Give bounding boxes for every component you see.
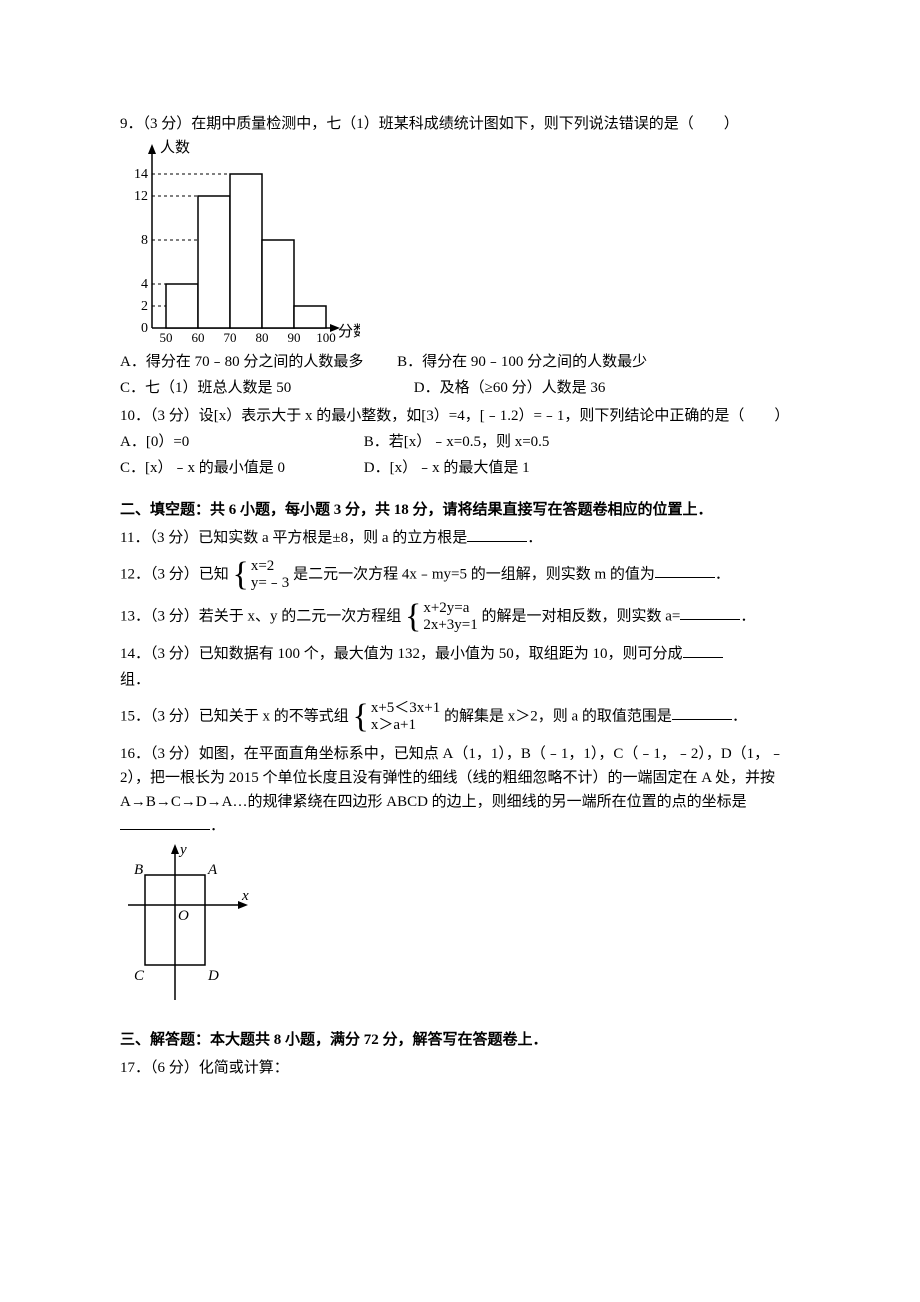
- svg-text:60: 60: [192, 330, 205, 345]
- q13-system: { x+2y=a 2x+3y=1: [405, 600, 478, 634]
- q9-opt-a[interactable]: A．得分在 70﹣80 分之间的人数最多: [120, 354, 363, 370]
- q12-system: { x=2 y=﹣3: [233, 558, 290, 592]
- label-A: A: [207, 862, 218, 878]
- q10-opt-d[interactable]: D．[x）﹣x 的最大值是 1: [364, 460, 530, 476]
- q11-blank[interactable]: [467, 526, 527, 542]
- axis-x-label: 分数: [338, 323, 360, 340]
- q16-blank[interactable]: [120, 814, 210, 830]
- svg-text:4: 4: [141, 277, 148, 292]
- label-O: O: [178, 908, 189, 924]
- svg-text:50: 50: [160, 330, 173, 345]
- section2-heading: 二、填空题：共 6 小题，每小题 3 分，共 18 分，请将结果直接写在答题卷相…: [120, 498, 800, 522]
- q15-blank[interactable]: [672, 704, 732, 720]
- axis-y-label: 人数: [160, 139, 190, 156]
- section3-heading: 三、解答题：本大题共 8 小题，满分 72 分，解答写在答题卷上．: [120, 1028, 800, 1052]
- q12-blank[interactable]: [655, 562, 715, 578]
- q10-opt-c[interactable]: C．[x）﹣x 的最小值是 0: [120, 456, 330, 480]
- q15: 15．（3 分）已知关于 x 的不等式组 { x+5＜3x+1 x＞a+1 的解…: [120, 700, 800, 734]
- q9-chart: 人数 分数 0 2 4: [120, 138, 800, 348]
- q11: 11．（3 分）已知实数 a 平方根是±8，则 a 的立方根是．: [120, 526, 800, 550]
- svg-text:70: 70: [224, 330, 237, 345]
- q16-diagram: y x O A B C D: [120, 840, 800, 1010]
- q10-opt-a[interactable]: A．[0）=0: [120, 430, 330, 454]
- q14: 14．（3 分）已知数据有 100 个，最大值为 132，最小值为 50，取组距…: [120, 642, 800, 666]
- svg-text:14: 14: [134, 167, 148, 182]
- label-y: y: [178, 842, 187, 858]
- svg-text:100: 100: [316, 330, 336, 345]
- svg-text:80: 80: [256, 330, 269, 345]
- q17: 17．（6 分）化简或计算：: [120, 1056, 800, 1080]
- q9-opt-b[interactable]: B．得分在 90﹣100 分之间的人数最少: [397, 354, 647, 370]
- q10-opt-b[interactable]: B．若[x）﹣x=0.5，则 x=0.5: [364, 434, 550, 450]
- q12: 12．（3 分）已知 { x=2 y=﹣3 是二元一次方程 4x﹣my=5 的一…: [120, 558, 800, 592]
- q14-blank[interactable]: [683, 642, 723, 658]
- label-C: C: [134, 968, 145, 984]
- q16-stem: 16．（3 分）如图，在平面直角坐标系中，已知点 A（1，1），B（﹣1，1），…: [120, 742, 800, 838]
- svg-text:90: 90: [288, 330, 301, 345]
- q9-opt-c[interactable]: C．七（1）班总人数是 50: [120, 376, 380, 400]
- q13-blank[interactable]: [680, 604, 740, 620]
- q14-tail: 组．: [120, 668, 800, 692]
- q15-system: { x+5＜3x+1 x＞a+1: [353, 700, 441, 734]
- q13: 13．（3 分）若关于 x、y 的二元一次方程组 { x+2y=a 2x+3y=…: [120, 600, 800, 634]
- svg-text:8: 8: [141, 233, 148, 248]
- label-x: x: [241, 888, 249, 904]
- label-B: B: [134, 862, 143, 878]
- svg-text:2: 2: [141, 299, 148, 314]
- svg-text:12: 12: [134, 189, 148, 204]
- q9-opt-d[interactable]: D．及格（≥60 分）人数是 36: [414, 380, 606, 396]
- label-D: D: [207, 968, 219, 984]
- svg-text:0: 0: [141, 321, 148, 336]
- q9-stem: 9．（3 分）在期中质量检测中，七（1）班某科成绩统计图如下，则下列说法错误的是…: [120, 112, 800, 136]
- q10-stem: 10．（3 分）设[x）表示大于 x 的最小整数，如[3）=4，[﹣1.2）=﹣…: [120, 404, 800, 428]
